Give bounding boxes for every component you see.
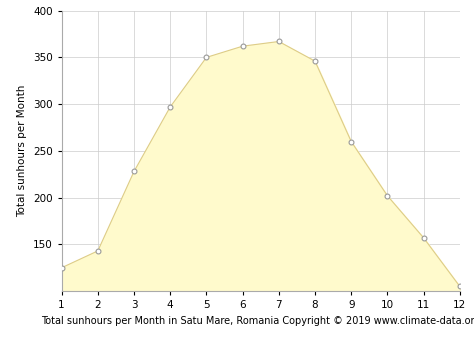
Y-axis label: Total sunhours per Month: Total sunhours per Month bbox=[17, 85, 27, 217]
X-axis label: Total sunhours per Month in Satu Mare, Romania Copyright © 2019 www.climate-data: Total sunhours per Month in Satu Mare, R… bbox=[41, 316, 474, 326]
